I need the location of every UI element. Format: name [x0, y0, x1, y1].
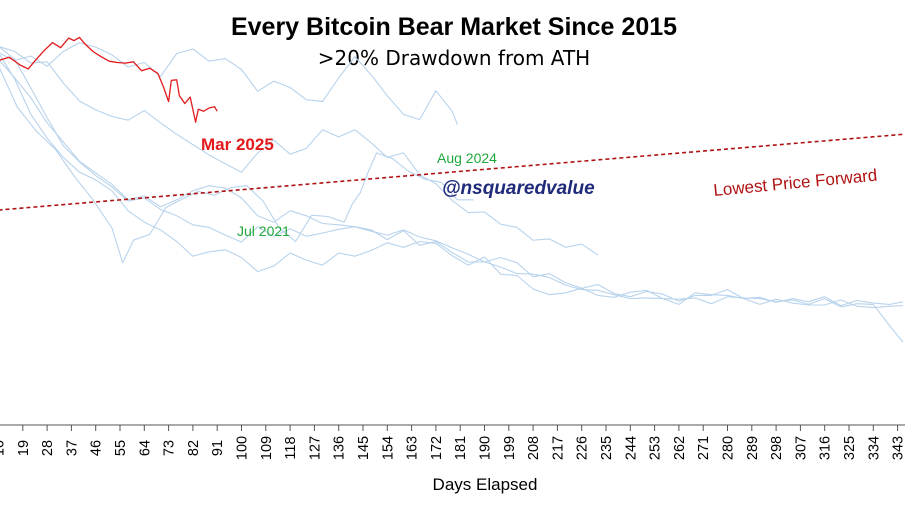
- x-tick-label: 181: [453, 436, 469, 460]
- annotation-aug-2024: Aug 2024: [437, 150, 497, 166]
- x-tick-label: 325: [842, 436, 858, 460]
- annotation-mar-2025: Mar 2025: [201, 135, 274, 154]
- x-tick-label: 280: [721, 436, 737, 460]
- x-tick-label: 154: [380, 436, 396, 460]
- x-tick-label: 271: [696, 436, 712, 460]
- x-tick-label: 100: [235, 436, 251, 460]
- series-line-aug-2024: [0, 42, 459, 125]
- series-line-jul-2021: [0, 67, 474, 264]
- x-tick-label: 172: [429, 436, 445, 460]
- annotation-jul-2021: Jul 2021: [237, 223, 290, 239]
- x-tick-label: 226: [575, 436, 591, 460]
- lowest-price-forward-line: [0, 133, 904, 211]
- x-tick-label: 19: [16, 440, 32, 456]
- x-axis-title: Days Elapsed: [433, 475, 538, 494]
- trend-layer: [0, 133, 904, 211]
- x-tick-label: 253: [648, 436, 664, 460]
- x-tick-label: 109: [259, 436, 275, 460]
- x-tick-label: 37: [64, 440, 80, 456]
- x-tick-label: 307: [793, 436, 809, 460]
- x-tick-label: 262: [672, 436, 688, 460]
- x-tick-label: 73: [162, 440, 178, 456]
- x-tick-label: 118: [283, 436, 299, 459]
- series-line-unlabeled-3: [0, 46, 904, 307]
- x-tick-label: 343: [891, 436, 905, 460]
- x-tick-label: 289: [745, 436, 761, 460]
- x-tick-label: 145: [356, 436, 372, 460]
- chart-subtitle: >20% Drawdown from ATH: [318, 46, 590, 70]
- x-tick-label: 334: [866, 436, 882, 460]
- chart-title: Every Bitcoin Bear Market Since 2015: [231, 13, 677, 41]
- x-tick-label: 190: [478, 436, 494, 460]
- x-tick-label: 127: [307, 436, 323, 460]
- author-handle: @nsquaredvalue: [442, 178, 595, 199]
- x-tick-label: 64: [137, 440, 153, 456]
- x-tick-label: 46: [89, 440, 105, 456]
- x-tick-label: 28: [40, 440, 56, 456]
- x-tick-label: 316: [818, 436, 834, 460]
- series-line-unlabeled-4: [0, 54, 904, 343]
- series-line-unlabeled-6: [0, 46, 599, 256]
- x-tick-label: 10: [0, 440, 8, 456]
- x-tick-label: 136: [332, 436, 348, 460]
- x-tick-label: 298: [769, 436, 785, 460]
- x-tick-label: 199: [502, 436, 518, 460]
- x-tick-label: 208: [526, 436, 542, 460]
- x-tick-label: 244: [623, 436, 639, 460]
- series-line-unlabeled-5: [0, 60, 904, 309]
- x-tick-label: 82: [186, 440, 202, 456]
- x-tick-label: 55: [113, 440, 129, 456]
- x-tick-label: 235: [599, 436, 615, 460]
- x-tick-label: 217: [550, 436, 566, 460]
- x-tick-label: 163: [405, 436, 421, 460]
- x-axis-ticks: 10 19 28 37 46 55 64 73 82 91 100 109 118 127 136 145 15…: [0, 425, 905, 460]
- series-line-mar-2025: [0, 36, 218, 123]
- trendline-label: Lowest Price Forward: [713, 166, 878, 200]
- series-layer: [0, 36, 904, 343]
- x-tick-label: 91: [210, 440, 226, 456]
